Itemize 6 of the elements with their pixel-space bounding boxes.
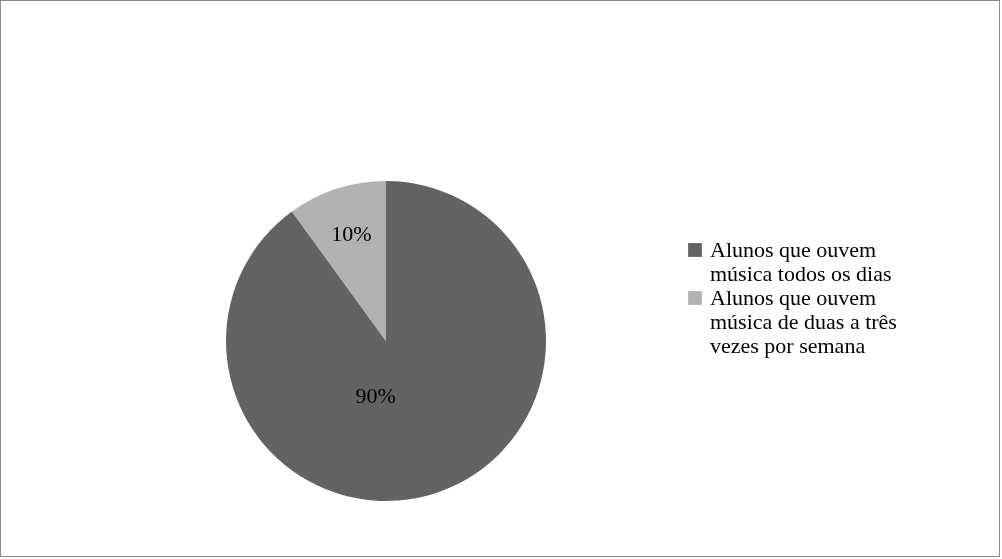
data-label: 90% [355,383,396,409]
legend-label: Alunos que ouvem música todos os dias [710,237,892,286]
pie-slice [291,181,386,341]
data-label: 10% [331,221,372,247]
legend-label: Alunos que ouvem música de duas a três vezes por semana [710,285,897,358]
pie-slice [226,181,546,501]
